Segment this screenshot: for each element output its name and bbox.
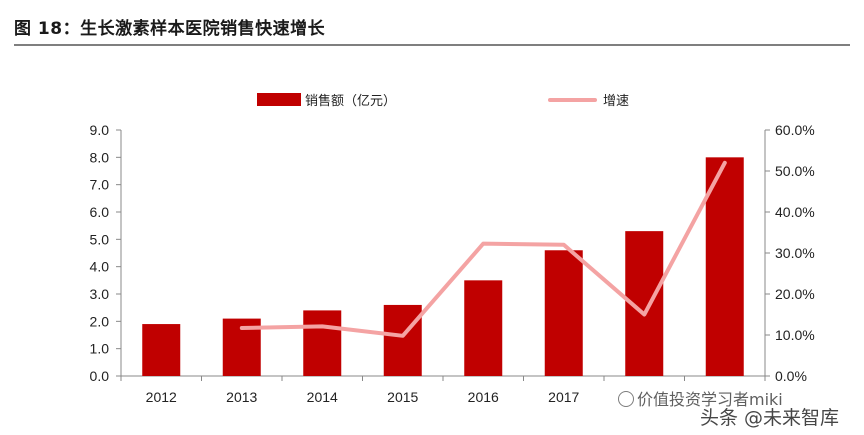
left-tick-label: 3.0 xyxy=(90,286,110,302)
right-tick-label: 20.0% xyxy=(775,286,815,302)
x-tick-label: 2013 xyxy=(226,389,257,405)
left-tick-label: 8.0 xyxy=(90,149,110,165)
watermark-text-1: 价值投资学习者miki xyxy=(637,390,783,409)
left-tick-label: 5.0 xyxy=(90,231,110,247)
bar xyxy=(303,310,342,376)
left-tick-label: 9.0 xyxy=(90,122,110,138)
growth-line xyxy=(239,160,727,338)
bar xyxy=(464,280,503,376)
right-tick-label: 60.0% xyxy=(775,122,815,138)
bar xyxy=(544,250,583,376)
bar xyxy=(383,304,422,376)
x-tick-label: 2015 xyxy=(387,389,418,405)
left-tick-label: 0.0 xyxy=(90,368,110,384)
bar xyxy=(142,324,181,376)
right-tick-label: 30.0% xyxy=(775,245,815,261)
watermark-line-2: 头条 @未来智库 xyxy=(700,407,840,429)
chart-title: 图 18：生长激素样本医院销售快速增长 xyxy=(14,19,326,39)
watermark-line-1: 价值投资学习者miki xyxy=(618,386,783,410)
x-tick-label: 2014 xyxy=(307,389,338,405)
legend-label-growth: 增速 xyxy=(603,94,629,109)
left-tick-label: 7.0 xyxy=(90,177,110,193)
legend-label-sales: 销售额（亿元） xyxy=(305,93,396,109)
x-tick-label: 2012 xyxy=(146,389,177,405)
left-tick-label: 6.0 xyxy=(90,204,110,220)
left-tick-label: 4.0 xyxy=(90,259,110,275)
x-tick-label: 2017 xyxy=(548,389,579,405)
right-tick-label: 10.0% xyxy=(775,327,815,343)
left-tick-label: 1.0 xyxy=(90,341,110,357)
title-bar: 图 18：生长激素样本医院销售快速增长 xyxy=(14,14,850,46)
legend-swatch-sales xyxy=(257,93,301,106)
left-tick-label: 2.0 xyxy=(90,313,110,329)
right-tick-label: 40.0% xyxy=(775,204,815,220)
bar xyxy=(705,157,744,376)
wechat-icon xyxy=(618,391,634,407)
x-tick-label: 2016 xyxy=(468,389,499,405)
right-tick-label: 0.0% xyxy=(775,368,807,384)
right-tick-label: 50.0% xyxy=(775,163,815,179)
